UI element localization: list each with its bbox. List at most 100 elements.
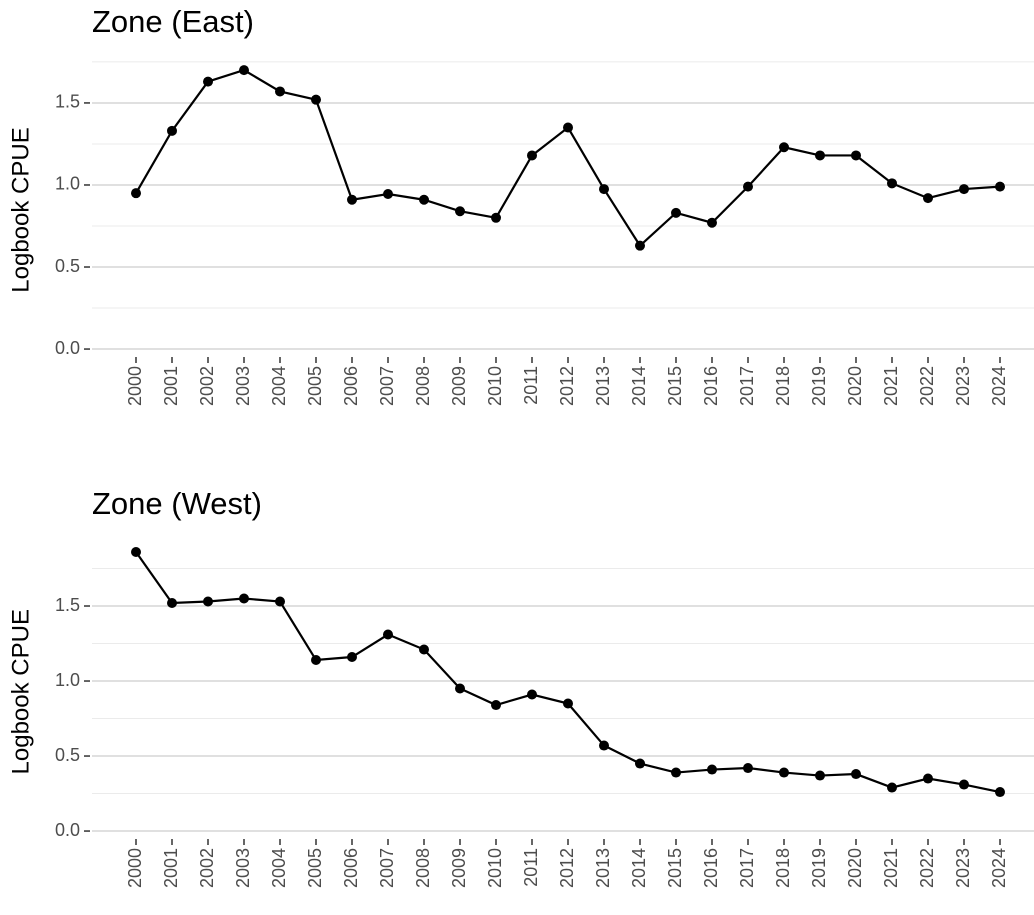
x-tick-label: 2013 (593, 366, 613, 406)
point (311, 94, 321, 105)
point (563, 122, 573, 133)
x-tick-label: 2018 (773, 848, 793, 888)
x-tick-label: 2023 (953, 366, 973, 406)
point (887, 178, 897, 189)
point (239, 65, 249, 76)
x-tick-label: 2006 (341, 366, 361, 406)
point (779, 142, 789, 153)
x-tick-label: 2012 (557, 848, 577, 888)
point (311, 655, 321, 666)
x-tick-label: 2000 (125, 848, 145, 888)
x-tick-label: 2014 (629, 848, 649, 888)
point (383, 189, 393, 200)
line (135, 68, 1001, 248)
y-tick-label: 0.0 (55, 338, 80, 358)
x-tick-label: 2022 (917, 366, 937, 406)
x-tick-label: 2022 (917, 848, 937, 888)
x-tick-label: 2018 (773, 366, 793, 406)
point (419, 194, 429, 205)
y-tick-label: 1.0 (55, 174, 80, 194)
point (239, 593, 249, 604)
point (131, 188, 141, 199)
x-tick-label: 2010 (485, 366, 505, 406)
point (707, 764, 717, 775)
point (995, 787, 1005, 798)
x-tick-label: 2007 (377, 848, 397, 888)
x-tick-label: 2020 (845, 848, 865, 888)
x-tick-label: 2015 (665, 848, 685, 888)
point (743, 181, 753, 192)
point (527, 150, 537, 161)
point (167, 125, 177, 136)
x-tick-label: 2008 (413, 366, 433, 406)
y-axis-title: Logbook CPUE (7, 127, 34, 292)
x-tick-label: 2001 (161, 366, 181, 406)
x-tick-label: 2024 (989, 366, 1009, 406)
point (635, 758, 645, 769)
point (635, 240, 645, 251)
x-tick-label: 2012 (557, 366, 577, 406)
x-tick-label: 2005 (305, 848, 325, 888)
x-tick-label: 2006 (341, 848, 361, 888)
y-axis-title: Logbook CPUE (7, 609, 34, 774)
x-tick-label: 2019 (809, 366, 829, 406)
x-tick-label: 2017 (737, 366, 757, 406)
point (491, 700, 501, 711)
chart-title: Zone (West) (92, 486, 262, 521)
x-tick-label: 2020 (845, 366, 865, 406)
point (851, 769, 861, 780)
x-tick-label: 2023 (953, 848, 973, 888)
point (491, 212, 501, 223)
point (671, 767, 681, 778)
point (959, 184, 969, 195)
point (743, 763, 753, 774)
point (275, 596, 285, 607)
x-tick-label: 2003 (233, 366, 253, 406)
y-tick-label: 0.5 (55, 256, 80, 276)
x-tick-label: 2003 (233, 848, 253, 888)
point (131, 547, 141, 558)
point (779, 767, 789, 778)
point (203, 596, 213, 607)
x-tick-label: 2016 (701, 366, 721, 406)
point (563, 698, 573, 709)
x-tick-label: 2002 (197, 366, 217, 406)
x-tick-label: 2001 (161, 848, 181, 888)
x-tick-label: 2007 (377, 366, 397, 406)
point (815, 770, 825, 781)
x-tick-label: 2009 (449, 848, 469, 888)
x-tick-label: 2000 (125, 366, 145, 406)
point (347, 652, 357, 663)
point (419, 644, 429, 655)
x-tick-label: 2004 (269, 848, 289, 888)
point (599, 740, 609, 751)
point (707, 217, 717, 228)
y-tick-label: 1.5 (55, 92, 80, 112)
y-tick-label: 1.0 (55, 670, 80, 690)
x-tick-label: 2019 (809, 848, 829, 888)
x-tick-label: 2016 (701, 848, 721, 888)
point (959, 779, 969, 790)
point (275, 86, 285, 97)
point (167, 598, 177, 609)
x-tick-label: 2015 (665, 366, 685, 406)
point (815, 150, 825, 161)
point (887, 782, 897, 793)
x-tick-label: 2014 (629, 366, 649, 406)
y-tick-label: 0.5 (55, 745, 80, 765)
point (923, 193, 933, 204)
x-tick-label: 2004 (269, 366, 289, 406)
x-tick-label: 2011 (521, 366, 541, 405)
point (347, 194, 357, 205)
y-tick-label: 0.0 (55, 820, 80, 840)
chart-title: Zone (East) (92, 4, 254, 39)
x-tick-label: 2002 (197, 848, 217, 888)
x-tick-label: 2009 (449, 366, 469, 406)
point (923, 773, 933, 784)
x-tick-label: 2021 (881, 366, 901, 406)
x-tick-label: 2005 (305, 366, 325, 406)
point (527, 689, 537, 700)
x-tick-label: 2010 (485, 848, 505, 888)
